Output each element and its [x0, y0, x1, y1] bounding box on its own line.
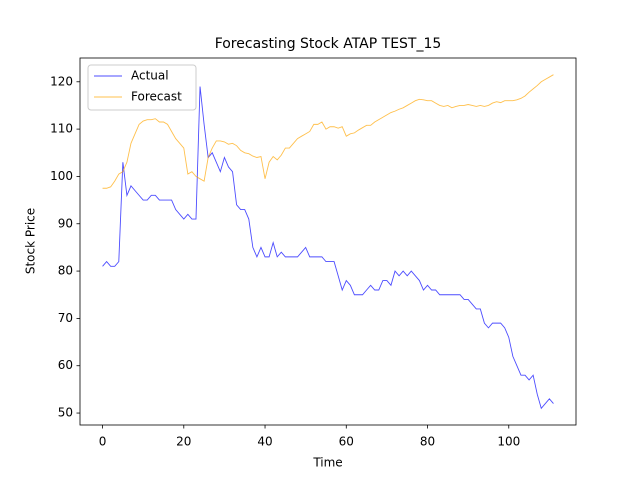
y-tick-label: 100 [50, 169, 73, 183]
series-line [102, 74, 554, 189]
y-tick-label: 80 [58, 264, 73, 278]
chart-title: Forecasting Stock ATAP TEST_15 [215, 36, 442, 52]
x-tick-label: 40 [257, 435, 272, 449]
legend-label: Actual [131, 69, 169, 83]
x-axis-label: Time [312, 456, 342, 470]
y-tick-label: 60 [58, 358, 73, 372]
y-tick-label: 50 [58, 406, 73, 420]
y-tick-label: 90 [58, 216, 73, 230]
y-tick-label: 70 [58, 311, 73, 325]
x-tick-label: 80 [420, 435, 435, 449]
y-axis-label: Stock Price [24, 208, 38, 274]
y-tick-label: 120 [50, 74, 73, 88]
y-tick-label: 110 [50, 122, 73, 136]
x-tick-label: 20 [176, 435, 191, 449]
series-line [102, 86, 554, 410]
x-tick-label: 0 [99, 435, 107, 449]
plot-frame [79, 57, 577, 426]
legend-label: Forecast [131, 90, 182, 104]
x-tick-label: 60 [339, 435, 354, 449]
x-tick-label: 100 [497, 435, 520, 449]
